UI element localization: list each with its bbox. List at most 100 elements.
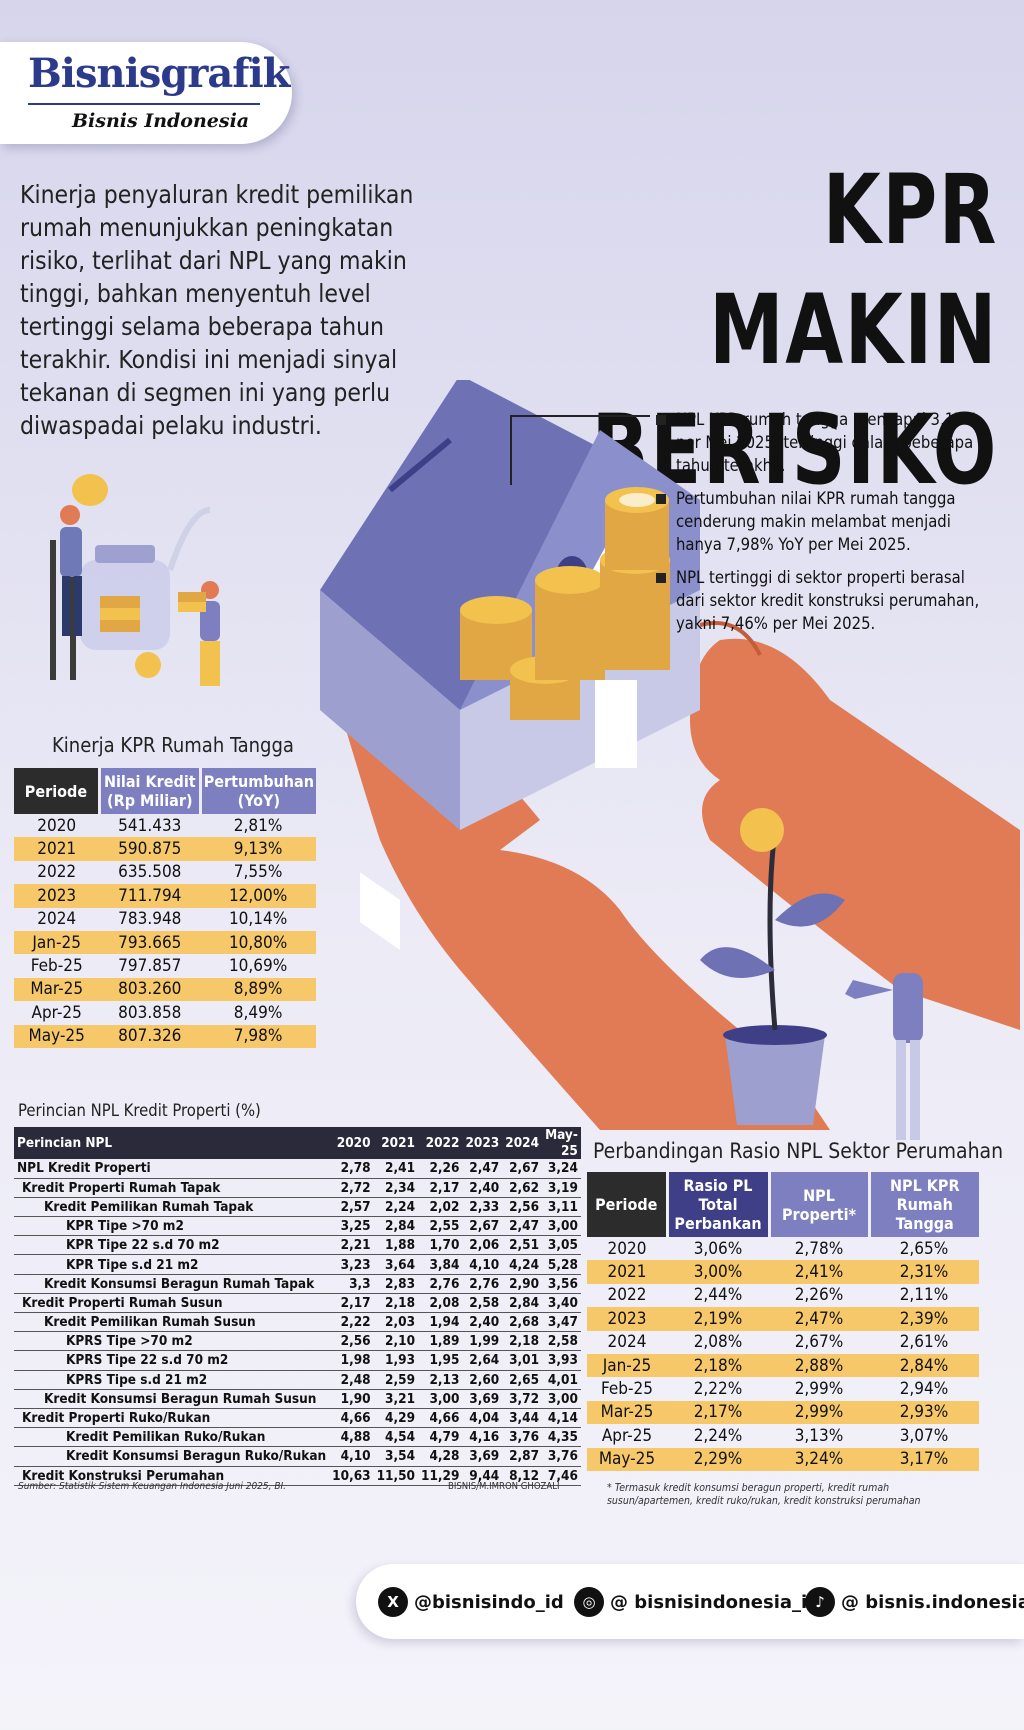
- table-row: 2020 3,06% 2,78% 2,65%: [587, 1237, 979, 1260]
- bullet-item: NPL KPR rumah tangga mencapai 3,17% per …: [656, 408, 996, 477]
- tiktok-icon: ♪: [805, 1587, 835, 1617]
- table-cell: 2,65%: [899, 1238, 949, 1259]
- table-cell: 2,60: [462, 1370, 503, 1390]
- publisher-name: Bisnis Indonesia: [72, 110, 250, 132]
- callout-line: [510, 415, 650, 485]
- table-row: NPL Kredit Properti 2,78 2,41 2,26 2,47 2,67 3…: [14, 1159, 581, 1179]
- table-cell: 10,69%: [228, 956, 288, 977]
- table-cell: 2,67%: [794, 1332, 844, 1353]
- table-cell: 2,08: [418, 1293, 463, 1314]
- column-header: Pertumbuhan (YoY): [198, 768, 316, 814]
- table-cell: 1,95: [418, 1350, 463, 1371]
- table-cell: KPRS Tipe >70 m2: [14, 1331, 330, 1352]
- table-cell: 3,76: [542, 1446, 581, 1467]
- table-cell: 2022: [607, 1285, 647, 1306]
- table-cell: 2,33: [462, 1197, 503, 1218]
- table-cell: 2,72: [329, 1178, 374, 1198]
- table-cell: 2,24%: [693, 1425, 743, 1446]
- table-cell: 2021: [14, 837, 100, 861]
- table-row: KPRS Tipe 22 s.d 70 m2 1,98 1,93 1,95 2,64 3,…: [14, 1350, 581, 1371]
- table-cell: 3,25: [329, 1216, 374, 1237]
- table-cell: May-25: [14, 1024, 100, 1048]
- table-cell: 3,01: [502, 1350, 543, 1371]
- table-cell: 3,17%: [869, 1447, 979, 1471]
- table-cell: Kredit Konsumsi Beragun Rumah Susun: [14, 1389, 330, 1409]
- table-cell: 797.857: [118, 956, 182, 977]
- table-cell: 783.948: [118, 909, 182, 930]
- table-row: Jan-25 2,18% 2,88% 2,84%: [587, 1353, 979, 1378]
- column-header: Periode: [587, 1172, 667, 1237]
- table-cell: 2024: [37, 909, 77, 930]
- table-cell: Kredit Pemilikan Rumah Susun: [14, 1312, 330, 1333]
- column-header: NPL Properti*: [767, 1172, 869, 1237]
- table-row: Apr-25 803.858 8,49%: [14, 1001, 316, 1024]
- table-cell: 2,55: [418, 1216, 463, 1237]
- social-instagram[interactable]: ◎ @ bisnisindonesia_id: [574, 1586, 820, 1618]
- table-cell: 803.260: [99, 977, 201, 1002]
- table-cell: 2,88%: [769, 1353, 869, 1378]
- instagram-icon: ◎: [574, 1587, 604, 1617]
- social-x[interactable]: X @bisnisindo_id: [378, 1586, 564, 1618]
- table-cell: Feb-25: [601, 1379, 653, 1400]
- table-cell: 2,24: [373, 1197, 419, 1218]
- table-cell: 4,35: [542, 1427, 581, 1448]
- table-cell: 2,17%: [667, 1400, 769, 1425]
- table-cell: 3,40: [542, 1293, 581, 1314]
- table-cell: 2,40: [462, 1178, 503, 1198]
- table-cell: 10,80%: [200, 930, 316, 955]
- table-cell: 2,48: [329, 1370, 374, 1390]
- table-cell: 9,13%: [200, 837, 316, 861]
- table-cell: 2,47%: [769, 1307, 869, 1331]
- table-cell: 3,44: [502, 1408, 543, 1429]
- table-cell: 2,62: [502, 1178, 543, 1198]
- table-cell: 2,56: [329, 1331, 374, 1352]
- table-cell: 2,21: [329, 1235, 374, 1256]
- table-cell: 2,67: [462, 1216, 503, 1237]
- table-row: 2023 2,19% 2,47% 2,39%: [587, 1307, 979, 1331]
- table-row: Kredit Properti Ruko/Rukan 4,66 4,29 4,66 4,…: [14, 1408, 581, 1429]
- table-cell: 635.508: [118, 862, 182, 883]
- table-row: 2024 2,08% 2,67% 2,61%: [587, 1331, 979, 1354]
- table-cell: KPR Tipe s.d 21 m2: [14, 1254, 330, 1275]
- table-row: Mar-25 803.260 8,89%: [14, 977, 316, 1002]
- table-cell: 2,76: [418, 1274, 463, 1294]
- table-cell: 2,47: [502, 1216, 543, 1237]
- column-header: Nilai Kredit (Rp Miliar): [97, 768, 201, 814]
- table-cell: 2,34: [373, 1178, 419, 1198]
- table-row: Mar-25 2,17% 2,99% 2,93%: [587, 1400, 979, 1425]
- table-row: Kredit Pemilikan Rumah Susun 2,22 2,03 1,94…: [14, 1312, 581, 1333]
- table-cell: 2,08%: [693, 1332, 743, 1353]
- table-row: 2022 2,44% 2,26% 2,11%: [587, 1284, 979, 1307]
- social-tiktok[interactable]: ♪ @ bisnis.indonesia: [805, 1586, 1024, 1618]
- table-cell: 2,59: [373, 1370, 419, 1390]
- table-cell: 3,23: [329, 1254, 374, 1275]
- table-cell: 1,90: [329, 1389, 374, 1409]
- table-cell: 3,00%: [667, 1260, 769, 1284]
- table-cell: 2020: [607, 1238, 647, 1259]
- table-cell: 1,89: [418, 1331, 463, 1352]
- table-cell: 2,41%: [769, 1260, 869, 1284]
- table-cell: 3,69: [462, 1389, 503, 1409]
- table-cell: 2,68: [502, 1312, 543, 1333]
- table-cell: May-25: [587, 1447, 667, 1471]
- table-cell: 3,00: [542, 1216, 581, 1237]
- table-cell: 8,49%: [233, 1002, 283, 1023]
- table-cell: 4,29: [373, 1408, 419, 1429]
- kpr-table: Periode Nilai Kredit (Rp Miliar) Pertumb…: [14, 768, 316, 1048]
- table-cell: 11,29: [418, 1466, 463, 1486]
- table-cell: 10,14%: [228, 909, 288, 930]
- x-icon: X: [378, 1587, 408, 1617]
- column-header: Rasio PL Total Perbankan: [665, 1172, 769, 1237]
- column-header: 2023: [462, 1127, 503, 1159]
- table-cell: Kredit Properti Ruko/Rukan: [14, 1408, 330, 1429]
- column-header: 2024: [502, 1127, 543, 1159]
- table-cell: 3,07%: [899, 1425, 949, 1446]
- npl-table-title: Perincian NPL Kredit Properti (%): [18, 1101, 261, 1120]
- table-cell: 2,64: [462, 1350, 503, 1371]
- table-cell: 4,28: [418, 1446, 463, 1467]
- column-header: Perincian NPL: [14, 1127, 330, 1159]
- table-cell: 8,89%: [200, 977, 316, 1002]
- table-row: KPR Tipe >70 m2 3,25 2,84 2,55 2,67 2,47 3,00: [14, 1216, 581, 1237]
- table-row: KPRS Tipe s.d 21 m2 2,48 2,59 2,13 2,60 2,65 4…: [14, 1370, 581, 1390]
- table-cell: 807.326: [99, 1024, 201, 1048]
